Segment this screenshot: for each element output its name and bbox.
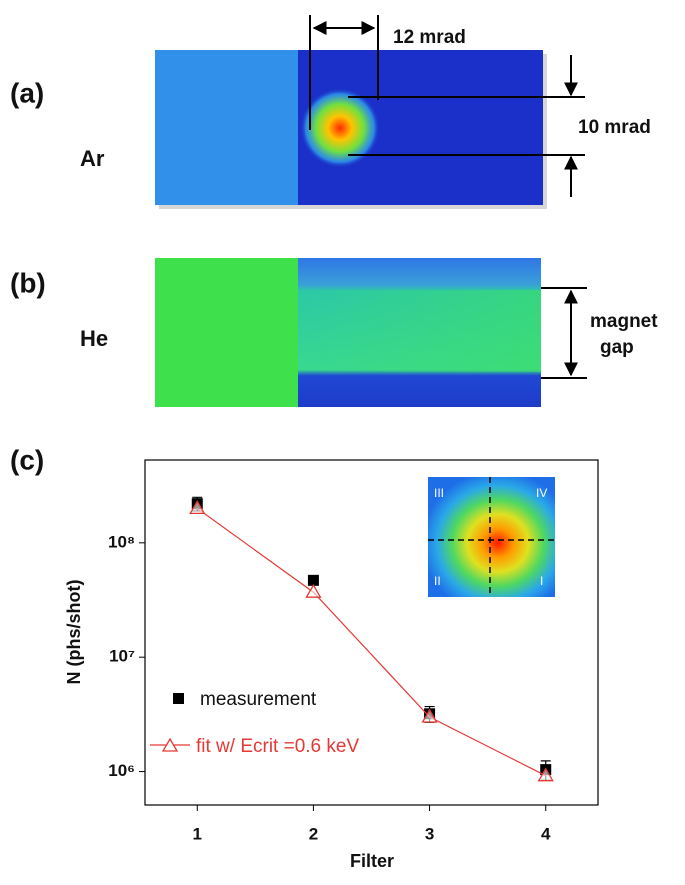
- quadrant-label: III: [434, 486, 444, 500]
- fit-line: [196, 507, 547, 777]
- quadrant-label: II: [434, 574, 441, 588]
- panel-label: (c): [10, 444, 44, 475]
- gap-marker: [541, 287, 587, 379]
- beam-spot: [300, 88, 380, 168]
- quadrant-label: IV: [536, 486, 547, 500]
- image-a-left: [155, 50, 298, 205]
- gas-label: He: [80, 326, 108, 351]
- gas-label: Ar: [80, 146, 105, 171]
- y-tick-label: 10⁶: [108, 761, 135, 780]
- quadrant-label: I: [540, 574, 543, 588]
- x-tick-label: 1: [193, 824, 202, 843]
- y-tick-label: 10⁷: [109, 647, 135, 666]
- marker: [537, 767, 554, 782]
- x-tick-label: 2: [309, 824, 318, 843]
- y-axis-label: N (phs/shot): [64, 580, 84, 685]
- image-b-left: [155, 258, 298, 407]
- marker: [307, 574, 319, 586]
- legend-marker: [161, 737, 179, 752]
- x-tick-label: 4: [541, 824, 551, 843]
- annotation: 12 mrad: [393, 27, 466, 48]
- legend-entry: fit w/ Ecrit =0.6 keV: [196, 736, 359, 757]
- image-b-glow: [298, 290, 541, 372]
- panel-label: (b): [10, 267, 46, 298]
- annotation: magnet: [590, 311, 658, 332]
- marker: [189, 500, 206, 515]
- marker: [421, 708, 438, 723]
- legend-entry: measurement: [200, 689, 317, 710]
- x-axis-label: Filter: [350, 851, 394, 871]
- annotation-lines: [309, 15, 585, 197]
- annotation: gap: [600, 337, 634, 358]
- x-tick-label: 3: [425, 824, 434, 843]
- inset-image: [428, 477, 555, 597]
- plot-frame: [144, 459, 599, 806]
- marker: [305, 583, 322, 598]
- legend-marker: [173, 693, 184, 704]
- y-tick-label: 10⁸: [108, 532, 135, 551]
- annotation: 10 mrad: [578, 117, 651, 138]
- panel-label: (a): [10, 77, 44, 108]
